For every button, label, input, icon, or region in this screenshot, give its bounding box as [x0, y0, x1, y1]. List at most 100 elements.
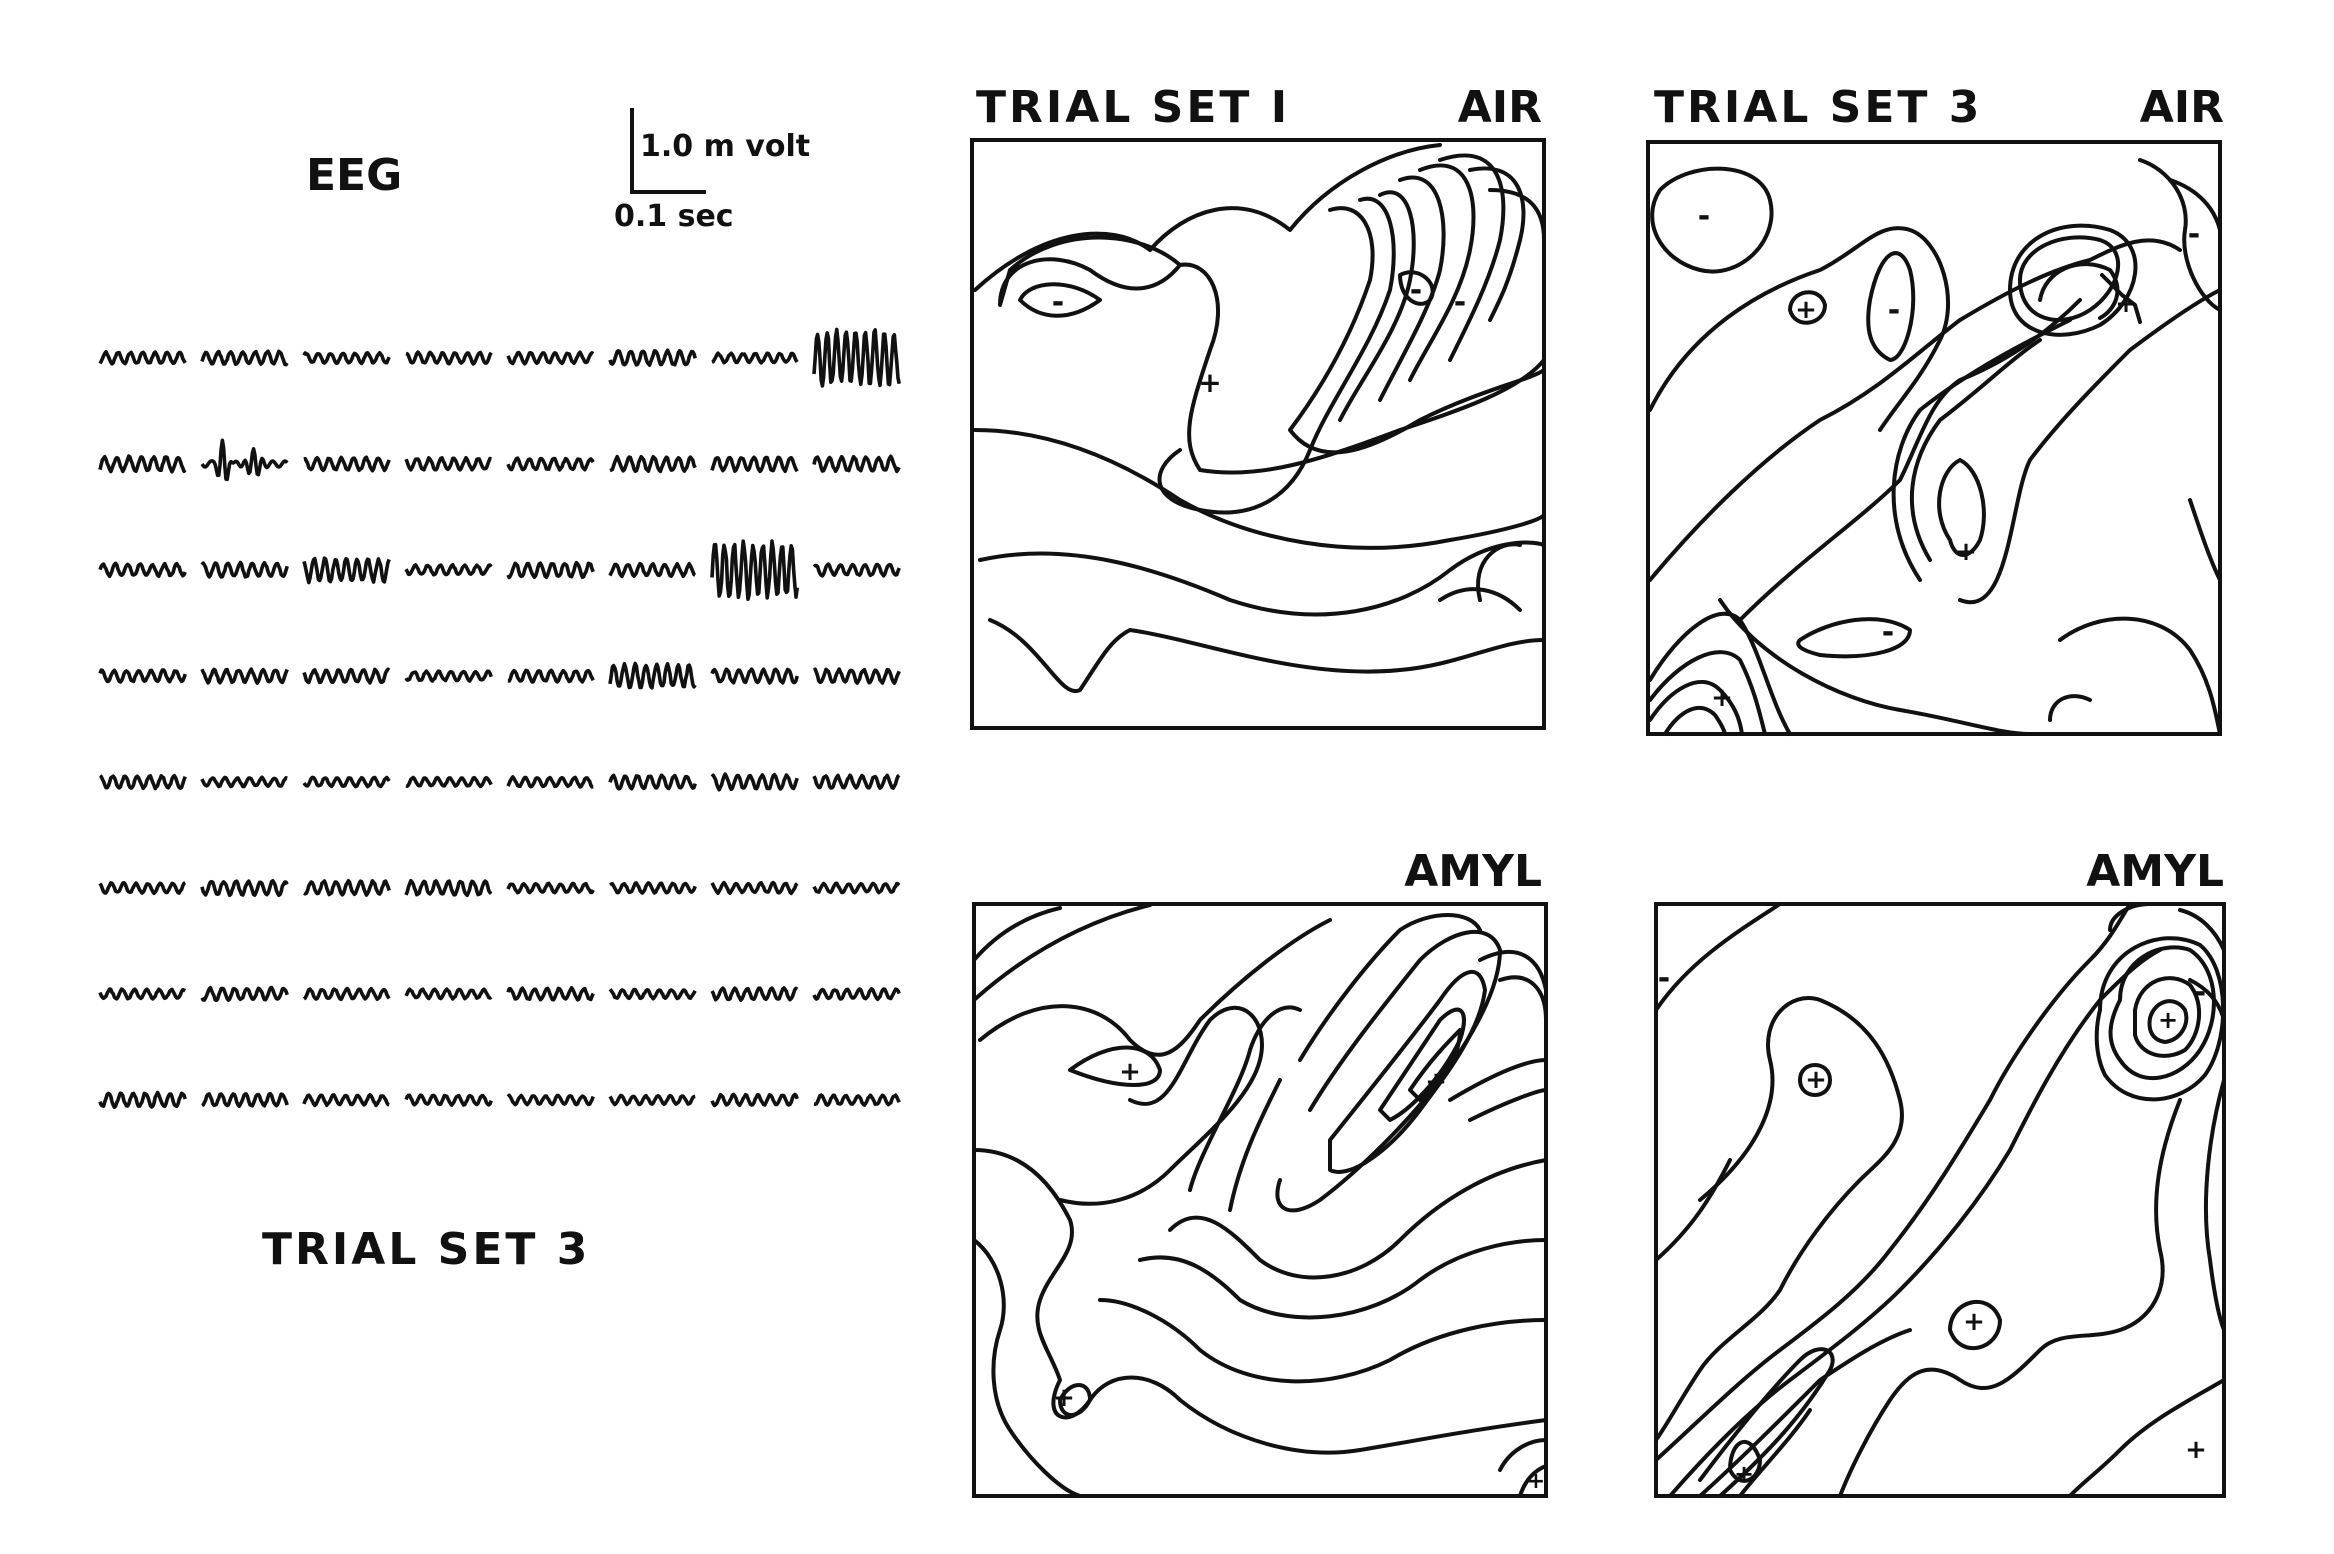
eeg-trace-r6-c6 — [609, 881, 697, 895]
eeg-trace-r4-c8 — [812, 667, 901, 685]
eeg-trace-r4-c5 — [507, 668, 595, 684]
minus-marker: - — [1882, 615, 1894, 650]
eeg-trace-r1-c6 — [608, 348, 697, 367]
eeg-trace-r8-c8 — [813, 1093, 901, 1107]
eeg-trace-r7-c4 — [404, 987, 493, 1001]
eeg-trace-r7-c1 — [98, 987, 187, 1001]
eeg-trace-grid — [98, 327, 901, 1110]
eeg-trace-r1-c3 — [302, 351, 391, 366]
eeg-trace-r2-c4 — [404, 455, 493, 472]
eeg-title: EEG — [306, 150, 402, 201]
eeg-trace-r1-c4 — [405, 350, 493, 366]
eeg-caption: TRIAL SET 3 — [262, 1224, 590, 1275]
eeg-trace-r3-c3 — [302, 556, 391, 585]
map-frame — [970, 138, 1546, 730]
eeg-panel: EEG 1.0 m volt 0.1 sec TRIAL SET 3 — [98, 108, 901, 1275]
plus-marker: + — [1053, 1383, 1075, 1413]
eeg-trace-r4-c6 — [608, 661, 697, 690]
eeg-trace-r7-c2 — [200, 985, 289, 1003]
eeg-trace-r2-c7 — [710, 455, 799, 474]
map-frame — [1654, 902, 2226, 1498]
eeg-trace-r5-c4 — [405, 775, 493, 789]
eeg-trace-r4-c2 — [200, 667, 289, 685]
minus-marker: - — [1410, 273, 1422, 308]
eeg-trace-r4-c4 — [404, 669, 493, 683]
eeg-trace-r1-c2 — [200, 349, 289, 367]
plus-marker: + — [1955, 537, 1977, 567]
plus-marker: + — [2158, 1006, 2178, 1034]
minus-marker: - — [1052, 285, 1064, 320]
eeg-trace-r7-c5 — [506, 986, 595, 1002]
eeg-trace-r8-c3 — [302, 1093, 390, 1108]
eeg-trace-r6-c7 — [710, 880, 799, 896]
eeg-trace-r2-c3 — [303, 455, 391, 473]
eeg-trace-r3-c2 — [200, 560, 289, 579]
eeg-trace-r5-c2 — [200, 775, 288, 789]
eeg-trace-r3-c4 — [404, 563, 493, 577]
eeg-trace-r3-c8 — [812, 562, 901, 578]
eeg-trace-r2-c5 — [506, 456, 595, 472]
eeg-trace-r8-c6 — [608, 1093, 696, 1107]
eeg-trace-r4-c1 — [98, 668, 187, 684]
eeg-trace-r5-c7 — [710, 772, 799, 792]
eeg-trace-r3-c6 — [608, 561, 697, 579]
eeg-trace-r3-c7 — [710, 539, 799, 601]
map-frame — [1646, 140, 2222, 736]
eeg-trace-r1-c1 — [98, 350, 187, 366]
map-odor-label: AMYL — [1404, 846, 1542, 897]
plus-marker: + — [1425, 1067, 1447, 1097]
eeg-trace-r5-c6 — [608, 773, 697, 791]
plus-marker: + — [2185, 1435, 2207, 1465]
contour-map-trialset3-air: TRIAL SET 3 AIR — [1646, 82, 2224, 736]
contour-lines — [1654, 902, 2226, 1498]
eeg-trace-r5-c8 — [812, 773, 901, 790]
minus-marker: - — [2188, 217, 2200, 252]
eeg-trace-r2-c1 — [98, 454, 187, 474]
eeg-trace-r1-c7 — [711, 351, 799, 365]
minus-marker: - — [1454, 285, 1466, 320]
eeg-trace-r7-c3 — [302, 986, 391, 1002]
map-frame — [972, 902, 1548, 1498]
map-odor-label: AIR — [1458, 82, 1542, 133]
eeg-trace-r2-c2 — [200, 438, 289, 482]
eeg-trace-r4-c3 — [302, 667, 391, 685]
plus-marker: + — [1711, 683, 1733, 713]
eeg-trace-r3-c1 — [98, 561, 187, 579]
eeg-trace-r6-c2 — [200, 879, 289, 898]
minus-marker: - — [1658, 961, 1670, 996]
plus-marker: + — [1119, 1057, 1141, 1087]
map-title: TRIAL SET I — [976, 82, 1290, 133]
contour-lines — [973, 143, 1546, 694]
eeg-trace-r4-c7 — [710, 667, 799, 685]
contour-map-trialset3-amyl: AMYL - + + - — [1654, 846, 2226, 1498]
plus-marker: + — [1795, 295, 1817, 325]
eeg-trace-r7-c8 — [812, 987, 901, 1002]
eeg-trace-r6-c4 — [404, 878, 493, 898]
eeg-trace-r7-c7 — [710, 986, 799, 1002]
eeg-trace-r8-c7 — [710, 1092, 799, 1108]
eeg-trace-r6-c1 — [98, 881, 187, 896]
contour-lines — [1648, 158, 2222, 736]
contour-map-trialset1-air: TRIAL SET I AIR - - - + — [970, 82, 1546, 730]
plus-marker: + — [1527, 1469, 1545, 1494]
plus-marker: + — [1734, 1460, 1754, 1488]
eeg-trace-r7-c6 — [608, 987, 697, 1001]
minus-marker: - — [1888, 293, 1900, 328]
plus-marker: + — [2115, 289, 2137, 319]
eeg-trace-r1-c5 — [506, 350, 595, 366]
eeg-trace-r5-c3 — [302, 775, 391, 789]
plus-marker: + — [1805, 1065, 1827, 1095]
eeg-trace-r8-c4 — [404, 1093, 493, 1107]
eeg-trace-r8-c2 — [201, 1092, 289, 1108]
eeg-trace-r6-c5 — [506, 881, 595, 895]
plus-marker: + — [1963, 1307, 1985, 1337]
eeg-trace-r8-c1 — [98, 1090, 187, 1110]
map-odor-label: AMYL — [2086, 846, 2224, 897]
eeg-trace-r5-c5 — [506, 775, 594, 789]
eeg-trace-r6-c3 — [303, 879, 391, 897]
map-title: TRIAL SET 3 — [1654, 82, 1982, 133]
eeg-trace-r2-c6 — [609, 454, 697, 474]
minus-marker: - — [2194, 975, 2206, 1010]
map-odor-label: AIR — [2140, 82, 2224, 133]
